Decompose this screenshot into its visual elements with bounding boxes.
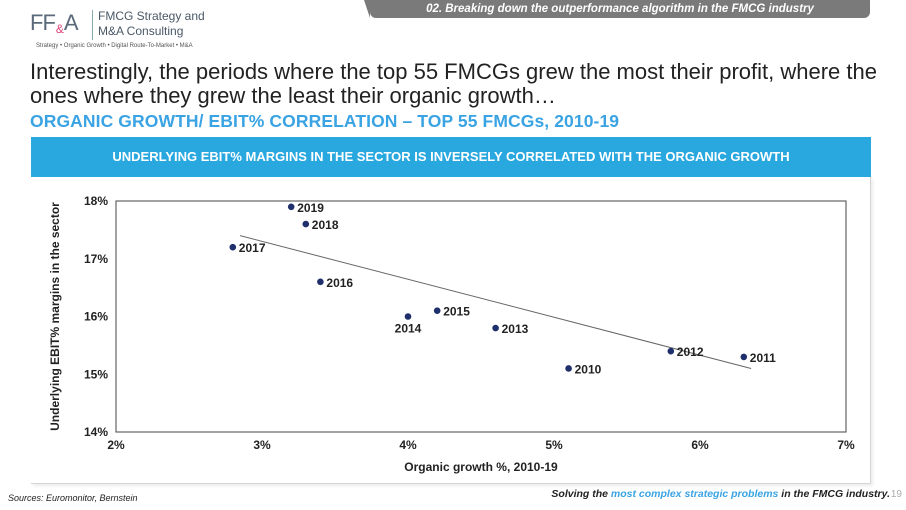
page-number: 19 [890,489,902,500]
scatter-chart: 2% 3% 4% 5% 6% 7% 14% 15% 16% 17% 18% Organic growt… [48,194,855,474]
data-point [740,353,748,361]
logo-tagline: Strategy • Organic Growth • Digital Rout… [36,43,193,49]
y-tick-label: 16% [84,310,108,324]
data-label: 2012 [677,345,704,359]
y-tick-label: 18% [84,194,108,208]
key-insight-banner: UNDERLYING EBIT% MARGINS IN THE SECTOR I… [31,137,871,177]
data-label: 2014 [395,322,422,336]
section-tab: 02. Breaking down the outperformance alg… [364,0,870,18]
data-label: 2011 [750,351,776,365]
logo-name: FMCG Strategy and M&A Consulting [98,9,205,38]
footer-tagline: Solving the most complex strategic probl… [551,488,890,500]
slide-headline: Interestingly, the periods where the top… [30,59,877,108]
x-tick-label: 5% [545,438,563,452]
y-tick-label: 15% [84,367,108,381]
data-point [229,243,237,251]
x-tick-label: 7% [837,438,855,452]
data-point [565,365,572,372]
data-label: 2018 [312,218,339,232]
logo-mark: FF&A [30,10,79,36]
data-point [433,307,441,315]
data-point [302,220,310,228]
data-label: 2015 [443,305,470,319]
sources-note: Sources: Euromonitor, Bernstein [8,493,138,503]
trendline [239,235,752,369]
x-tick-label: 6% [691,438,709,452]
data-label: 2010 [575,362,602,376]
y-tick-label: 17% [84,252,108,266]
chart-frame [31,177,871,484]
data-point [492,324,499,332]
data-label: 2019 [297,201,324,215]
logo-divider [92,10,93,40]
y-axis-label: Underlying EBIT% margins in the sector [48,202,62,431]
x-tick-label: 4% [399,438,417,452]
data-point [667,347,675,355]
x-tick-label: 2% [107,438,125,452]
data-point [287,203,295,211]
x-axis-label: Organic growth %, 2010-19 [404,460,558,474]
chart-title: ORGANIC GROWTH/ EBIT% CORRELATION – TOP … [30,111,620,131]
data-label: 2017 [239,241,266,255]
data-point [404,313,412,320]
y-tick-label: 14% [84,425,108,439]
data-point [317,278,324,286]
x-tick-label: 3% [253,438,271,452]
plot-area [115,200,847,433]
company-logo: FF&A FMCG Strategy and M&A Consulting St… [30,8,230,54]
data-label: 2016 [326,276,353,290]
data-label: 2013 [502,322,529,336]
